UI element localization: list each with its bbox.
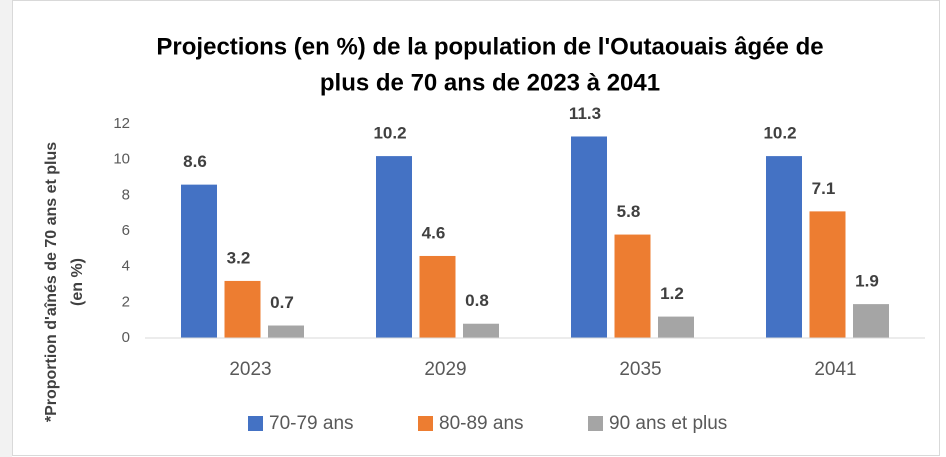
value-label: 1.9	[855, 272, 879, 291]
x-tick-label: 2041	[814, 359, 856, 380]
bar	[571, 136, 607, 338]
legend-swatch	[248, 416, 263, 431]
chart-title: plus de 70 ans de 2023 à 2041	[320, 69, 660, 96]
value-label: 3.2	[227, 248, 251, 267]
legend-label: 70-79 ans	[269, 413, 354, 434]
y-tick-label: 8	[122, 186, 130, 203]
bar	[419, 255, 456, 338]
value-label: 5.8	[617, 202, 641, 221]
y-axis-label: (en %)	[69, 258, 86, 306]
bar	[658, 316, 694, 338]
bar	[766, 156, 802, 338]
y-tick-label: 2	[122, 293, 130, 310]
bar	[463, 323, 499, 338]
legend-label: 80-89 ans	[439, 413, 524, 434]
value-label: 8.6	[183, 152, 207, 171]
legend-swatch	[418, 416, 433, 431]
value-label: 10.2	[373, 124, 406, 143]
x-tick-label: 2029	[424, 359, 466, 380]
value-label: 7.1	[812, 179, 836, 198]
legend-swatch	[588, 416, 603, 431]
legend-label: 90 ans et plus	[609, 413, 727, 434]
bar	[853, 304, 889, 338]
bar	[614, 234, 651, 338]
bar	[376, 156, 412, 338]
y-tick-label: 12	[113, 115, 130, 132]
value-label: 1.2	[660, 284, 684, 303]
bar	[268, 325, 304, 338]
y-tick-label: 6	[122, 222, 130, 239]
bar	[224, 280, 261, 338]
value-label: 0.7	[270, 293, 294, 312]
side-strip	[0, 0, 12, 457]
value-label: 4.6	[422, 223, 446, 242]
value-label: 10.2	[763, 124, 796, 143]
chart-title: Projections (en %) de la population de l…	[156, 33, 823, 60]
bar	[809, 211, 846, 338]
x-tick-label: 2035	[619, 359, 661, 380]
y-tick-label: 4	[122, 258, 130, 275]
y-tick-label: 0	[122, 329, 130, 346]
value-label: 11.3	[569, 104, 601, 123]
y-tick-label: 10	[113, 151, 130, 168]
bar	[181, 184, 217, 338]
x-tick-label: 2023	[229, 359, 271, 380]
y-axis-label: *Proportion d'aînés de 70 ans et plus	[43, 142, 60, 422]
value-label: 0.8	[465, 291, 489, 310]
